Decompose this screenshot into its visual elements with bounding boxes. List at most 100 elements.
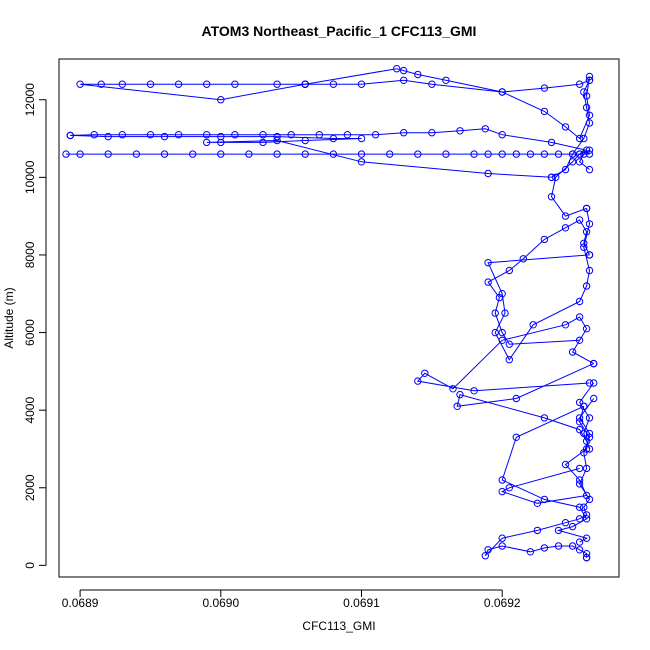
- data-point-5-9: [580, 429, 588, 438]
- data-point-7-3: [498, 290, 506, 298]
- data-point-5-2: [512, 394, 520, 403]
- data-point-13-12: [203, 80, 211, 88]
- data-point-2-6: [582, 515, 591, 523]
- data-point-6-8: [519, 255, 527, 263]
- data-point-13-7: [357, 80, 366, 88]
- series-line-4: [416, 316, 594, 392]
- data-point-5-6: [575, 425, 584, 434]
- data-point-9-25: [62, 150, 70, 158]
- data-point-13-14: [146, 80, 155, 88]
- data-point-5-7: [582, 437, 591, 445]
- data-point-11-4: [217, 132, 225, 141]
- data-point-10-13: [231, 131, 239, 139]
- data-point-11-9: [259, 138, 267, 147]
- data-point-2-3: [498, 476, 506, 484]
- data-point-10-8: [371, 131, 380, 139]
- data-point-1-3: [582, 550, 591, 558]
- data-point-3-10: [575, 414, 584, 422]
- data-point-7-1: [585, 251, 594, 259]
- data-point-9-4: [554, 150, 563, 158]
- data-point-11-6: [329, 134, 338, 143]
- data-point-7-5: [491, 328, 499, 337]
- data-point-2-5: [575, 503, 584, 511]
- data-point-10-15: [174, 131, 183, 139]
- data-point-10-5: [456, 127, 464, 135]
- data-point-6-1: [575, 336, 584, 344]
- data-point-7-10: [585, 266, 594, 275]
- data-point-6-11: [575, 216, 584, 224]
- data-point-14-1: [301, 80, 309, 88]
- data-point-11-3: [160, 132, 169, 141]
- data-point-9-5: [540, 150, 549, 158]
- x-tick-label: 0.0692: [484, 596, 521, 610]
- data-point-5-5: [540, 414, 549, 422]
- data-point-11-14: [484, 169, 492, 178]
- data-point-9-6: [526, 150, 535, 158]
- data-point-7-2: [484, 259, 492, 267]
- data-point-9-22: [132, 150, 141, 158]
- data-point-9-10: [470, 150, 478, 158]
- data-point-13-15: [118, 80, 127, 88]
- data-point-11-8: [301, 136, 309, 145]
- x-tick-label: 0.0689: [62, 596, 99, 610]
- data-point-1-20: [582, 464, 591, 473]
- y-tick-label: 10000: [23, 160, 37, 194]
- data-point-9-14: [357, 150, 366, 158]
- data-point-13-6: [400, 76, 408, 85]
- y-tick-label: 8000: [23, 241, 37, 268]
- data-point-2-9: [582, 534, 591, 542]
- data-point-12-3: [568, 150, 577, 158]
- data-point-8-9: [575, 158, 584, 166]
- data-point-13-16: [97, 80, 105, 88]
- data-point-4-5: [449, 385, 457, 393]
- data-point-4-3: [414, 377, 422, 385]
- data-point-4-8: [575, 313, 584, 321]
- data-point-13-8: [329, 80, 338, 88]
- data-point-11-13: [357, 158, 366, 166]
- data-point-7-7: [529, 321, 537, 329]
- data-point-10-6: [428, 129, 436, 137]
- data-point-1-9: [498, 542, 506, 550]
- data-point-10-1: [582, 146, 591, 154]
- data-point-14-9: [575, 134, 584, 143]
- data-point-13-3: [540, 84, 549, 92]
- data-point-6-2: [505, 340, 513, 348]
- data-point-3-2: [505, 484, 513, 492]
- data-point-6-4: [491, 309, 499, 317]
- data-point-3-11: [590, 394, 598, 403]
- data-point-2-8: [554, 526, 563, 535]
- series-line-7: [487, 208, 591, 361]
- data-point-11-2: [104, 132, 112, 141]
- data-point-14-11: [582, 92, 591, 100]
- data-point-5-12: [590, 379, 598, 387]
- data-point-4-7: [561, 321, 570, 329]
- x-tick-label: 0.0690: [202, 596, 239, 610]
- x-axis: 0.0689 0.0690 0.0691 0.0692: [62, 589, 521, 610]
- data-point-10-16: [146, 131, 155, 139]
- data-point-7-8: [575, 297, 584, 306]
- data-point-13-17: [76, 80, 84, 88]
- data-point-9-17: [273, 150, 281, 158]
- y-tick-label: 0: [23, 562, 37, 569]
- data-point-7-9: [582, 282, 591, 290]
- y-tick-label: 12000: [23, 83, 37, 117]
- data-point-4-1: [585, 379, 594, 387]
- data-point-11-5: [273, 132, 281, 141]
- data-point-14-7: [540, 107, 549, 116]
- data-point-9-24: [76, 150, 84, 158]
- data-point-1-4: [575, 546, 584, 554]
- data-point-1-15: [575, 515, 584, 523]
- data-point-9-21: [160, 150, 169, 158]
- data-point-3-3: [498, 487, 506, 496]
- series-line-1: [484, 406, 591, 558]
- data-point-1-12: [498, 534, 506, 542]
- plot-frame: [58, 58, 620, 578]
- data-point-9-2: [575, 150, 584, 158]
- data-point-10-18: [90, 131, 98, 139]
- data-point-11-7: [357, 134, 366, 143]
- data-point-3-6: [575, 476, 584, 484]
- data-point-2-2: [512, 433, 520, 441]
- data-point-6-6: [484, 278, 492, 286]
- data-point-1-8: [526, 548, 535, 556]
